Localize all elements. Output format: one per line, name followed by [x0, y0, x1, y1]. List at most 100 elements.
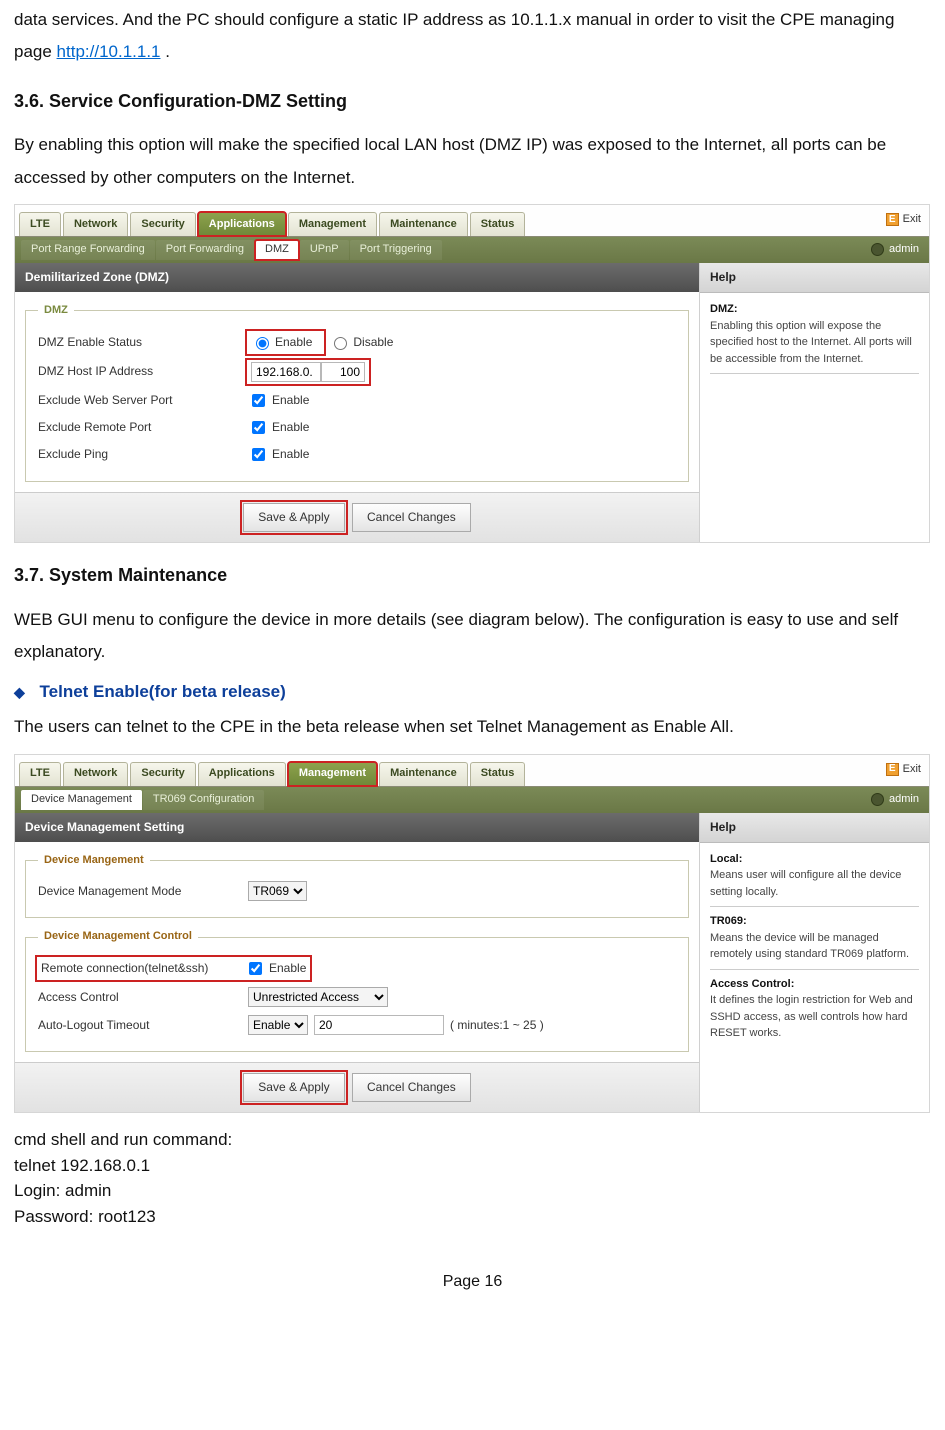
telnet-bullet: ◆ Telnet Enable(for beta release)	[14, 678, 931, 705]
exit-link-2[interactable]: E Exit	[886, 761, 921, 779]
button-bar-mgmt: Save & Apply Cancel Changes	[15, 1062, 699, 1112]
heading-3-6: 3.6. Service Configuration-DMZ Setting	[14, 87, 931, 116]
ip-prefix-input	[251, 362, 321, 382]
timeout-hint: ( minutes:1 ~ 25 )	[450, 1016, 544, 1035]
main-tab-applications[interactable]: Applications	[198, 762, 286, 786]
page-footer: Page 16	[14, 1269, 931, 1295]
label-remote-conn: Remote connection(telnet&ssh)	[41, 959, 245, 978]
main-tab-management[interactable]: Management	[288, 212, 377, 236]
cmd-l3: Login: admin	[14, 1178, 931, 1204]
fieldset-dmz: DMZ DMZ Enable Status Enable	[25, 302, 689, 481]
cpe-link[interactable]: http://10.1.1.1	[57, 42, 161, 61]
user-icon-2	[871, 793, 884, 806]
main-tab-status[interactable]: Status	[470, 762, 526, 786]
select-mgmt-mode[interactable]: TR069	[248, 881, 307, 901]
legend-device-mgmt: Device Mangement	[38, 852, 150, 870]
ip-highlight	[248, 361, 368, 383]
intro-text-a: data services. And the PC should configu…	[14, 10, 718, 29]
label-timeout: Auto-Logout Timeout	[38, 1016, 248, 1035]
remote-conn-highlight: Remote connection(telnet&ssh) Enable	[38, 958, 309, 979]
main-tab-security[interactable]: Security	[130, 212, 195, 236]
help-h-access: Access Control:	[710, 978, 794, 990]
sub-tab-upnp[interactable]: UPnP	[300, 240, 349, 260]
select-access-ctrl[interactable]: Unrestricted Access	[248, 987, 388, 1007]
admin-indicator-2: admin	[871, 791, 919, 809]
user-icon	[871, 243, 884, 256]
sub-tab-port-range-forwarding[interactable]: Port Range Forwarding	[21, 240, 155, 260]
help-h-local: Local:	[710, 853, 742, 865]
main-tab-management[interactable]: Management	[288, 762, 377, 786]
main-tabs-row-2: LTENetworkSecurityApplicationsManagement…	[15, 755, 929, 787]
radio-enable-label: Enable	[275, 333, 312, 352]
select-timeout-enable[interactable]: Enable	[248, 1015, 308, 1035]
checkbox-remote-conn[interactable]	[249, 962, 262, 975]
admin-label-2: admin	[889, 791, 919, 809]
sub-tab-tr069-configuration[interactable]: TR069 Configuration	[143, 790, 265, 810]
sub-tab-device-management[interactable]: Device Management	[21, 790, 142, 810]
help-h-dmz: DMZ:	[710, 303, 738, 315]
panel-title-dmz: Demilitarized Zone (DMZ)	[15, 263, 699, 292]
checkbox-excl-remote-label: Enable	[272, 418, 309, 437]
radio-dmz-disable[interactable]	[334, 337, 347, 350]
radio-dmz-enable[interactable]	[256, 337, 269, 350]
main-tab-lte[interactable]: LTE	[19, 212, 61, 236]
help-title: Help	[700, 263, 929, 293]
main-tab-lte[interactable]: LTE	[19, 762, 61, 786]
checkbox-excl-ping[interactable]	[252, 448, 265, 461]
intro-text-c: .	[165, 42, 170, 61]
cancel-button-2[interactable]: Cancel Changes	[352, 1073, 471, 1102]
ip-last-input[interactable]	[321, 362, 365, 382]
main-tab-security[interactable]: Security	[130, 762, 195, 786]
save-apply-button-2[interactable]: Save & Apply	[243, 1073, 344, 1102]
sub-tab-port-forwarding[interactable]: Port Forwarding	[156, 240, 254, 260]
main-tab-status[interactable]: Status	[470, 212, 526, 236]
exit-icon: E	[886, 213, 899, 226]
label-excl-ping: Exclude Ping	[38, 445, 248, 464]
help-h-tr069: TR069:	[710, 915, 747, 927]
diamond-icon: ◆	[14, 684, 25, 700]
exit-label-2: Exit	[903, 761, 921, 779]
help-p-tr069: Means the device will be managed remotel…	[710, 932, 909, 961]
legend-device-ctrl: Device Management Control	[38, 928, 198, 946]
sub-tab-port-triggering[interactable]: Port Triggering	[350, 240, 442, 260]
label-dmz-host: DMZ Host IP Address	[38, 362, 248, 381]
legend-dmz: DMZ	[38, 302, 74, 320]
main-tab-network[interactable]: Network	[63, 762, 128, 786]
cancel-button[interactable]: Cancel Changes	[352, 503, 471, 532]
cmd-l2: telnet 192.168.0.1	[14, 1153, 931, 1179]
label-excl-web: Exclude Web Server Port	[38, 391, 248, 410]
label-excl-remote: Exclude Remote Port	[38, 418, 248, 437]
sub-tabs-row: Port Range ForwardingPort ForwardingDMZU…	[15, 237, 929, 263]
heading-3-7: 3.7. System Maintenance	[14, 561, 931, 590]
save-apply-button[interactable]: Save & Apply	[243, 503, 344, 532]
para-telnet: The users can telnet to the CPE in the b…	[14, 711, 931, 743]
radio-disable-label: Disable	[353, 333, 393, 352]
exit-label: Exit	[903, 211, 921, 229]
button-bar-dmz: Save & Apply Cancel Changes	[15, 492, 699, 542]
input-timeout-val[interactable]	[314, 1015, 444, 1035]
checkbox-excl-remote[interactable]	[252, 421, 265, 434]
label-mgmt-mode: Device Management Mode	[38, 882, 248, 901]
main-tab-applications[interactable]: Applications	[198, 212, 286, 236]
cmd-l4: Password: root123	[14, 1204, 931, 1230]
panel-title-mgmt: Device Management Setting	[15, 813, 699, 842]
checkbox-remote-conn-label: Enable	[269, 959, 306, 978]
exit-link[interactable]: E Exit	[886, 211, 921, 229]
checkbox-excl-web[interactable]	[252, 394, 265, 407]
router-ui-mgmt: LTENetworkSecurityApplicationsManagement…	[14, 754, 930, 1114]
fieldset-device-mgmt: Device Mangement Device Management Mode …	[25, 852, 689, 919]
sub-tabs-row-2: Device ManagementTR069 Configuration adm…	[15, 787, 929, 813]
exit-icon-2: E	[886, 763, 899, 776]
main-tabs-row: LTENetworkSecurityApplicationsManagement…	[15, 205, 929, 237]
help-p-local: Means user will configure all the device…	[710, 869, 901, 898]
main-tab-maintenance[interactable]: Maintenance	[379, 762, 468, 786]
para-3-7: WEB GUI menu to configure the device in …	[14, 604, 931, 669]
main-tab-network[interactable]: Network	[63, 212, 128, 236]
radio-enable-highlight: Enable	[248, 332, 323, 353]
telnet-bullet-text: Telnet Enable(for beta release)	[40, 682, 286, 701]
main-tab-maintenance[interactable]: Maintenance	[379, 212, 468, 236]
cmd-l1: cmd shell and run command:	[14, 1127, 931, 1153]
checkbox-excl-web-label: Enable	[272, 391, 309, 410]
sub-tab-dmz[interactable]: DMZ	[255, 240, 299, 260]
help-p-dmz: Enabling this option will expose the spe…	[710, 320, 912, 365]
